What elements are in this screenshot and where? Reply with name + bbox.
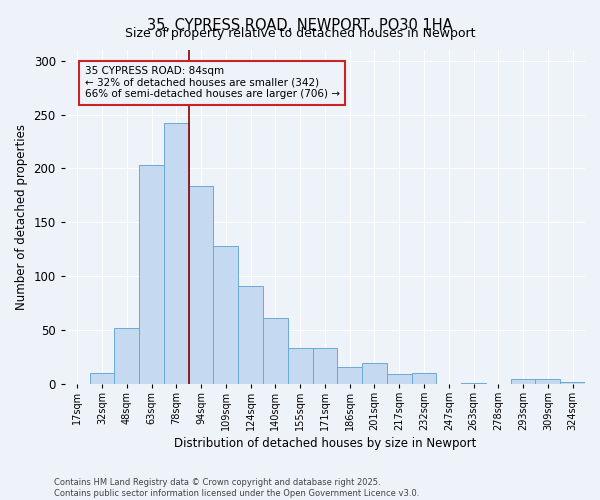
Bar xyxy=(412,373,436,384)
Bar xyxy=(89,373,115,384)
Bar xyxy=(139,165,164,384)
Bar xyxy=(115,328,139,384)
Bar xyxy=(362,364,387,384)
Bar xyxy=(263,318,288,384)
Bar xyxy=(188,186,214,384)
Bar xyxy=(560,382,585,384)
Text: 35, CYPRESS ROAD, NEWPORT, PO30 1HA: 35, CYPRESS ROAD, NEWPORT, PO30 1HA xyxy=(147,18,453,32)
Bar xyxy=(511,380,535,384)
Bar xyxy=(288,348,313,384)
Bar xyxy=(535,380,560,384)
Bar xyxy=(387,374,412,384)
Bar xyxy=(461,382,486,384)
Bar xyxy=(164,123,188,384)
Text: Size of property relative to detached houses in Newport: Size of property relative to detached ho… xyxy=(125,28,475,40)
Bar xyxy=(214,246,238,384)
Text: 35 CYPRESS ROAD: 84sqm
← 32% of detached houses are smaller (342)
66% of semi-de: 35 CYPRESS ROAD: 84sqm ← 32% of detached… xyxy=(85,66,340,100)
Y-axis label: Number of detached properties: Number of detached properties xyxy=(15,124,28,310)
Bar xyxy=(313,348,337,384)
Text: Contains HM Land Registry data © Crown copyright and database right 2025.
Contai: Contains HM Land Registry data © Crown c… xyxy=(54,478,419,498)
X-axis label: Distribution of detached houses by size in Newport: Distribution of detached houses by size … xyxy=(174,437,476,450)
Bar xyxy=(337,366,362,384)
Bar xyxy=(238,286,263,384)
